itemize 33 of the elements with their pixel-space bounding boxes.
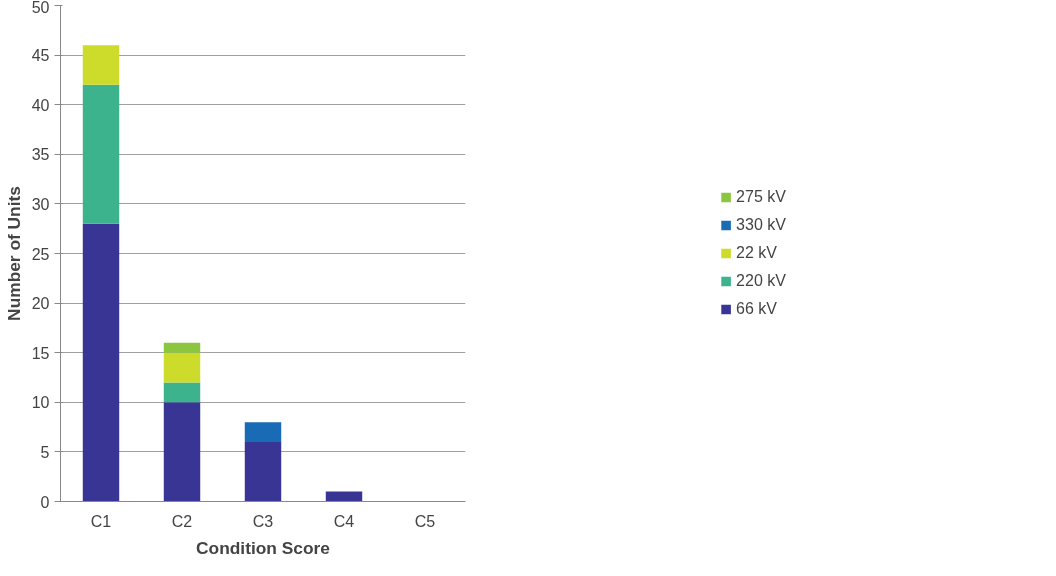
bar — [163, 402, 201, 502]
y-tick-label: 45 — [31, 47, 50, 65]
bar — [244, 441, 282, 502]
x-axis-title: Condition Score — [196, 537, 331, 558]
y-tick-label: 15 — [31, 344, 50, 362]
x-tick-label: C1 — [90, 512, 112, 530]
bar — [82, 84, 120, 224]
y-tick-label: 35 — [31, 146, 50, 164]
legend-label: 330 kV — [736, 216, 786, 234]
bar — [244, 422, 282, 442]
bar — [82, 45, 120, 85]
legend-label: 220 kV — [736, 272, 786, 290]
y-tick-label: 0 — [40, 493, 50, 511]
x-tick-label: C5 — [414, 512, 436, 530]
bar — [325, 491, 363, 502]
x-tick-label: C4 — [333, 512, 355, 530]
y-tick-label: 10 — [31, 394, 50, 412]
y-tick-label: 40 — [31, 96, 50, 114]
y-tick-label: 50 — [31, 0, 50, 16]
legend-label: 275 kV — [736, 188, 786, 206]
y-tick-label: 25 — [31, 245, 50, 263]
x-tick-label: C3 — [252, 512, 274, 530]
legend-label: 66 kV — [736, 300, 778, 318]
y-axis-title: Number of Units — [3, 186, 24, 321]
y-tick-label: 5 — [40, 443, 50, 461]
bar — [163, 352, 201, 383]
legend-label: 22 kV — [736, 244, 778, 262]
y-tick-label: 30 — [31, 195, 50, 213]
x-tick-label: C2 — [171, 512, 193, 530]
bar — [82, 223, 120, 502]
y-tick-label: 20 — [31, 295, 50, 313]
bar — [163, 382, 201, 403]
bar — [163, 342, 201, 353]
